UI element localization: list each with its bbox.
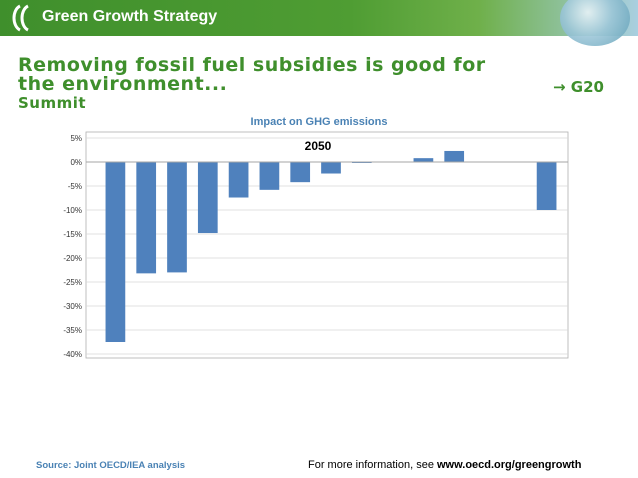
header-banner: Green Growth Strategy bbox=[0, 0, 638, 46]
y-tick-label: -20% bbox=[63, 254, 82, 263]
y-tick-label: 5% bbox=[70, 134, 82, 143]
y-tick-label: -40% bbox=[63, 350, 82, 359]
bar-2 bbox=[136, 162, 157, 274]
slide-title: Removing fossil fuel subsidies is good f… bbox=[18, 56, 618, 113]
plot-area bbox=[85, 131, 569, 359]
y-tick-label: -35% bbox=[63, 326, 82, 335]
more-info-prefix: For more information, see bbox=[308, 459, 437, 471]
banner-title: Green Growth Strategy bbox=[42, 8, 218, 25]
slide-title-line1: Removing fossil fuel subsidies is good f… bbox=[18, 54, 486, 76]
more-info-note: For more information, see www.oecd.org/g… bbox=[308, 459, 581, 471]
gridlines bbox=[86, 137, 568, 355]
y-tick-label: -30% bbox=[63, 302, 82, 311]
source-note: Source: Joint OECD/IEA analysis bbox=[36, 460, 186, 471]
globe-image bbox=[560, 0, 630, 46]
bar-11 bbox=[413, 158, 434, 162]
bar-6 bbox=[259, 162, 280, 190]
ghg-bar-chart: 5% 0% -5% -10% -15% -20% -25% -30% -35% -40% 2050 bbox=[63, 131, 569, 359]
slide-title-line3: Summit bbox=[18, 94, 87, 112]
slide-title-line2: the environment... bbox=[18, 73, 228, 95]
y-tick-label: -15% bbox=[63, 230, 82, 239]
chart-title: Impact on GHG emissions bbox=[250, 116, 388, 128]
bar-7 bbox=[290, 162, 311, 183]
bar-5 bbox=[228, 162, 249, 198]
bar-8 bbox=[321, 162, 341, 174]
bar-3 bbox=[167, 162, 187, 273]
y-tick-label: -10% bbox=[63, 206, 82, 215]
year-annotation: 2050 bbox=[305, 139, 332, 153]
y-tick-label: 0% bbox=[70, 158, 82, 167]
y-tick-label: -5% bbox=[68, 182, 82, 191]
bar-series bbox=[105, 150, 557, 342]
bar-12 bbox=[444, 150, 465, 162]
bar-15 bbox=[536, 162, 557, 210]
more-info-link[interactable]: www.oecd.org/greengrowth bbox=[437, 459, 582, 471]
g20-arrow-label: → G20 bbox=[553, 78, 604, 96]
oecd-logo-icon bbox=[12, 4, 29, 32]
y-tick-label: -25% bbox=[63, 278, 82, 287]
y-tick-labels: 5% 0% -5% -10% -15% -20% -25% -30% -35% -40% bbox=[63, 134, 82, 359]
bar-4 bbox=[197, 162, 218, 234]
bar-1 bbox=[105, 162, 126, 342]
